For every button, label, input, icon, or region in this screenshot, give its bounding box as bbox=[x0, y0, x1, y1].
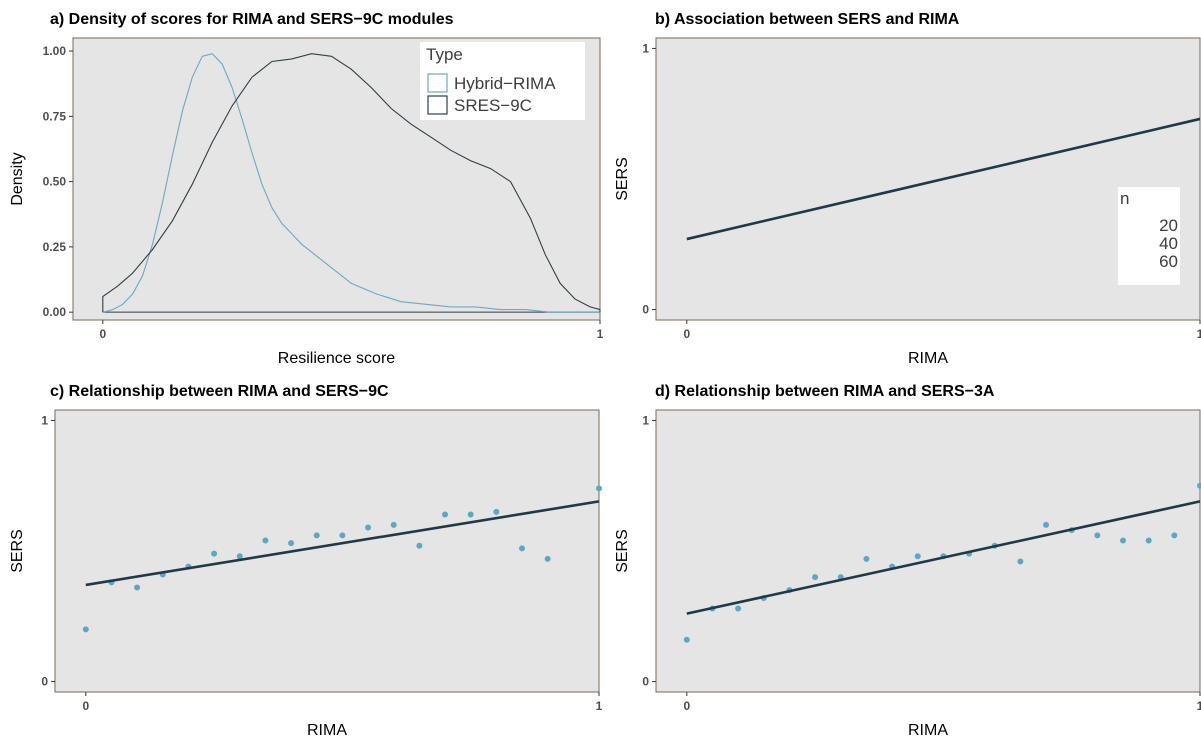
y-tick-label: 1.00 bbox=[43, 44, 67, 58]
data-point bbox=[365, 524, 372, 531]
legend-label: 60 bbox=[1159, 252, 1178, 271]
x-axis-label: RIMA bbox=[908, 350, 948, 367]
x-tick-label: 0 bbox=[99, 327, 106, 341]
data-point bbox=[1145, 537, 1152, 544]
x-tick-label: 1 bbox=[596, 699, 603, 713]
series-line-hybrid-rima bbox=[102, 53, 600, 313]
legend-key bbox=[427, 73, 448, 93]
panel-d: d) Relationship between RIMA and SERS−3A… bbox=[614, 383, 1201, 739]
y-tick-label: 1 bbox=[642, 413, 649, 427]
panel-a-title: a) Density of scores for RIMA and SERS−9… bbox=[50, 11, 454, 28]
y-axis-label: Density bbox=[9, 152, 26, 205]
data-point bbox=[1017, 558, 1024, 565]
legend-label: 40 bbox=[1159, 234, 1178, 253]
y-tick-label: 1 bbox=[41, 413, 48, 427]
data-point bbox=[442, 511, 449, 518]
data-point bbox=[288, 540, 295, 547]
legend-title: Type bbox=[426, 45, 463, 64]
legend-key bbox=[427, 95, 448, 115]
x-tick-label: 0 bbox=[82, 699, 89, 713]
data-point bbox=[1120, 537, 1127, 544]
panel-d-title: d) Relationship between RIMA and SERS−3A bbox=[655, 383, 995, 400]
legend-box bbox=[1118, 187, 1180, 285]
fit-line bbox=[686, 117, 1201, 241]
data-point bbox=[812, 574, 819, 581]
x-axis-label: RIMA bbox=[307, 722, 347, 739]
fit-line bbox=[686, 500, 1201, 615]
data-point bbox=[596, 485, 602, 492]
data-point bbox=[339, 532, 346, 539]
y-tick-label: 0.75 bbox=[43, 109, 67, 123]
y-tick-label: 0 bbox=[41, 675, 48, 689]
data-point bbox=[82, 626, 89, 633]
x-tick-label: 1 bbox=[1197, 699, 1201, 713]
x-axis-label: RIMA bbox=[908, 722, 948, 739]
x-tick-label: 0 bbox=[683, 699, 690, 713]
data-point bbox=[236, 553, 243, 560]
y-tick-label: 0.00 bbox=[43, 305, 67, 319]
data-point bbox=[544, 555, 551, 562]
legend-label: 20 bbox=[1159, 216, 1178, 235]
data-point bbox=[416, 542, 423, 549]
data-point bbox=[134, 584, 141, 591]
data-point bbox=[1043, 521, 1050, 528]
data-point bbox=[493, 508, 500, 515]
data-point bbox=[467, 511, 474, 518]
y-axis-label: SERS bbox=[614, 529, 631, 573]
y-tick-label: 1 bbox=[642, 41, 649, 55]
y-tick-label: 0.25 bbox=[43, 240, 67, 254]
data-point bbox=[735, 605, 742, 612]
series-line-sres-9c bbox=[102, 53, 601, 313]
legend-label: SRES−9C bbox=[454, 96, 532, 115]
x-axis-label: Resilience score bbox=[278, 350, 395, 367]
data-point bbox=[313, 532, 320, 539]
data-point bbox=[914, 553, 921, 560]
panel-c: c) Relationship between RIMA and SERS−9C… bbox=[9, 383, 603, 739]
data-point bbox=[211, 550, 218, 557]
plot-area bbox=[54, 409, 600, 693]
data-point bbox=[1197, 482, 1201, 489]
y-axis-label: SERS bbox=[9, 529, 26, 573]
panel-b: b) Association between SERS and RIMA 0 1 0… bbox=[614, 11, 1201, 367]
data-point bbox=[1094, 532, 1101, 539]
plot-area bbox=[655, 37, 1201, 321]
data-point bbox=[519, 545, 526, 552]
legend-label: Hybrid−RIMA bbox=[454, 74, 556, 93]
y-tick-label: 0 bbox=[642, 303, 649, 317]
data-point bbox=[1171, 532, 1178, 539]
x-tick-label: 1 bbox=[1197, 327, 1201, 341]
data-point bbox=[683, 636, 690, 643]
data-point bbox=[863, 555, 870, 562]
x-tick-label: 0 bbox=[683, 327, 690, 341]
x-tick-label: 1 bbox=[597, 327, 604, 341]
panel-c-title: c) Relationship between RIMA and SERS−9C bbox=[50, 383, 389, 400]
data-point bbox=[262, 537, 269, 544]
y-axis-label: SERS bbox=[614, 157, 631, 201]
panel-a: a) Density of scores for RIMA and SERS−9… bbox=[9, 11, 604, 367]
y-tick-label: 0 bbox=[642, 675, 649, 689]
y-tick-label: 0.50 bbox=[43, 175, 67, 189]
fit-line bbox=[85, 500, 600, 587]
legend-title: n bbox=[1120, 189, 1129, 208]
plot-area bbox=[655, 409, 1201, 693]
data-point bbox=[390, 521, 397, 528]
panel-b-title: b) Association between SERS and RIMA bbox=[655, 11, 960, 28]
